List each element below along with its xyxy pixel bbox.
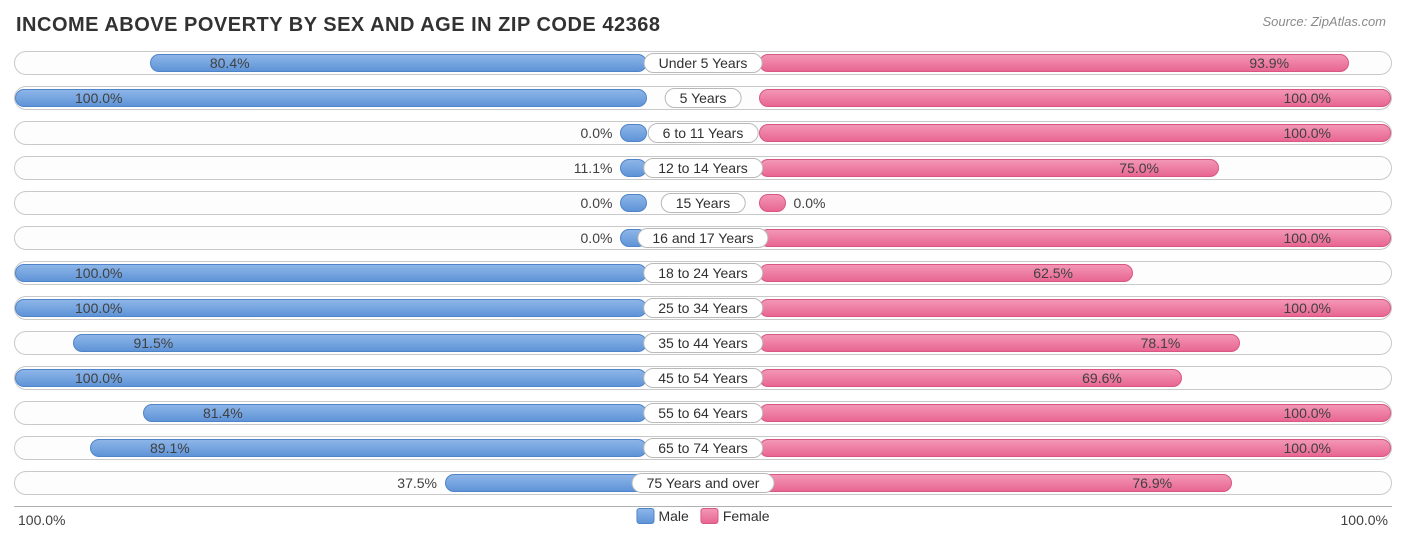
female-bar bbox=[759, 264, 1133, 282]
age-group-label: Under 5 Years bbox=[644, 53, 763, 73]
female-value-label: 100.0% bbox=[1284, 402, 1331, 424]
chart-title: INCOME ABOVE POVERTY BY SEX AND AGE IN Z… bbox=[16, 14, 1392, 37]
legend-female-label: Female bbox=[723, 508, 770, 524]
female-swatch-icon bbox=[701, 508, 719, 524]
male-bar bbox=[620, 124, 647, 142]
female-value-label: 76.9% bbox=[1132, 472, 1172, 494]
male-value-label: 91.5% bbox=[133, 332, 173, 354]
age-group-label: 15 Years bbox=[661, 193, 746, 213]
male-value-label: 37.5% bbox=[397, 472, 437, 494]
age-group-label: 65 to 74 Years bbox=[643, 438, 763, 458]
female-value-label: 100.0% bbox=[1284, 87, 1331, 109]
chart-row: 11.1% 75.0% 12 to 14 Years bbox=[14, 156, 1392, 180]
chart-row: 100.0% 62.5% 18 to 24 Years bbox=[14, 261, 1392, 285]
age-group-label: 6 to 11 Years bbox=[648, 123, 759, 143]
chart-rows: 80.4% 93.9% Under 5 Years 100.0% 100.0% 5 Yea… bbox=[14, 51, 1392, 495]
male-value-label: 100.0% bbox=[75, 87, 122, 109]
chart-row: 0.0% 0.0% 15 Years bbox=[14, 191, 1392, 215]
age-group-label: 18 to 24 Years bbox=[643, 263, 763, 283]
legend-male: Male bbox=[636, 508, 688, 524]
source-attribution: Source: ZipAtlas.com bbox=[1262, 14, 1386, 29]
male-value-label: 0.0% bbox=[581, 122, 613, 144]
female-value-label: 78.1% bbox=[1141, 332, 1181, 354]
female-value-label: 75.0% bbox=[1119, 157, 1159, 179]
male-value-label: 0.0% bbox=[581, 192, 613, 214]
chart-row: 37.5% 76.9% 75 Years and over bbox=[14, 471, 1392, 495]
chart-row: 89.1% 100.0% 65 to 74 Years bbox=[14, 436, 1392, 460]
female-value-label: 100.0% bbox=[1284, 437, 1331, 459]
chart-row: 100.0% 100.0% 25 to 34 Years bbox=[14, 296, 1392, 320]
age-group-label: 75 Years and over bbox=[632, 473, 775, 493]
legend: Male Female bbox=[636, 508, 769, 524]
axis-right-label: 100.0% bbox=[1341, 512, 1388, 528]
male-value-label: 81.4% bbox=[203, 402, 243, 424]
male-value-label: 0.0% bbox=[581, 227, 613, 249]
female-value-label: 93.9% bbox=[1249, 52, 1289, 74]
chart-row: 100.0% 69.6% 45 to 54 Years bbox=[14, 366, 1392, 390]
chart-row: 91.5% 78.1% 35 to 44 Years bbox=[14, 331, 1392, 355]
female-value-label: 0.0% bbox=[794, 192, 826, 214]
female-value-label: 100.0% bbox=[1284, 122, 1331, 144]
male-value-label: 100.0% bbox=[75, 367, 122, 389]
male-value-label: 11.1% bbox=[574, 157, 613, 179]
female-value-label: 100.0% bbox=[1284, 227, 1331, 249]
age-group-label: 16 and 17 Years bbox=[637, 228, 768, 248]
age-group-label: 5 Years bbox=[665, 88, 742, 108]
age-group-label: 25 to 34 Years bbox=[643, 298, 763, 318]
axis-labels: 100.0% 100.0% Male Female bbox=[14, 506, 1392, 536]
male-value-label: 100.0% bbox=[75, 297, 122, 319]
age-group-label: 35 to 44 Years bbox=[643, 333, 763, 353]
chart-container: INCOME ABOVE POVERTY BY SEX AND AGE IN Z… bbox=[0, 0, 1406, 559]
male-bar bbox=[445, 474, 647, 492]
chart-row: 80.4% 93.9% Under 5 Years bbox=[14, 51, 1392, 75]
female-value-label: 100.0% bbox=[1284, 297, 1331, 319]
chart-row: 0.0% 100.0% 6 to 11 Years bbox=[14, 121, 1392, 145]
male-value-label: 80.4% bbox=[210, 52, 250, 74]
chart-row: 0.0% 100.0% 16 and 17 Years bbox=[14, 226, 1392, 250]
chart-row: 100.0% 100.0% 5 Years bbox=[14, 86, 1392, 110]
female-value-label: 62.5% bbox=[1033, 262, 1073, 284]
age-group-label: 12 to 14 Years bbox=[643, 158, 763, 178]
legend-male-label: Male bbox=[658, 508, 688, 524]
axis-left-label: 100.0% bbox=[18, 512, 65, 528]
male-swatch-icon bbox=[636, 508, 654, 524]
female-bar bbox=[759, 194, 786, 212]
age-group-label: 55 to 64 Years bbox=[643, 403, 763, 423]
male-bar bbox=[620, 194, 647, 212]
legend-female: Female bbox=[701, 508, 770, 524]
female-value-label: 69.6% bbox=[1082, 367, 1122, 389]
age-group-label: 45 to 54 Years bbox=[643, 368, 763, 388]
male-value-label: 100.0% bbox=[75, 262, 122, 284]
male-value-label: 89.1% bbox=[150, 437, 190, 459]
chart-row: 81.4% 100.0% 55 to 64 Years bbox=[14, 401, 1392, 425]
